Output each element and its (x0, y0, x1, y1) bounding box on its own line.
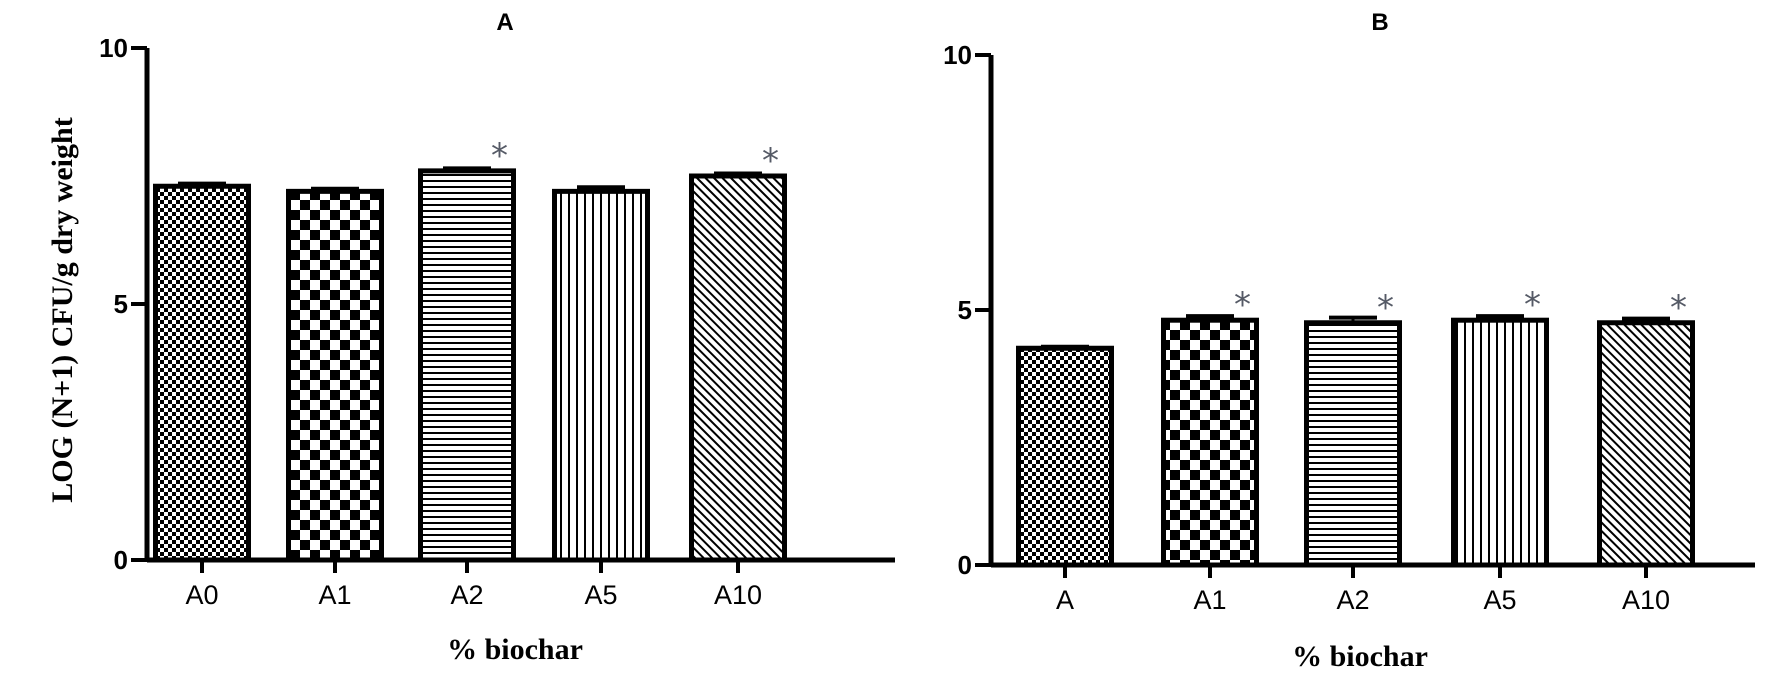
panel-b-title: B (1371, 9, 1388, 36)
panel-b-y-tick-label: 10 (943, 40, 972, 70)
panel-a-y-tick-label: 5 (114, 289, 128, 319)
panel-a-category-label: A2 (450, 580, 483, 610)
panel-a-y-tick-label: 0 (114, 545, 128, 575)
panel-b-y-tick-label: 5 (958, 295, 972, 325)
panel-b-bar (1597, 320, 1695, 568)
panel-a-title: A (496, 9, 513, 36)
panel-a-significance-marker: * (762, 141, 779, 181)
panel-a-marks: 0 5 10 A0 A1 A2 * A5 A10 * (99, 33, 787, 610)
panel-b-bar (1016, 345, 1114, 568)
panel-b-category-label: A (1056, 585, 1074, 615)
panel-b-bar (1161, 317, 1259, 568)
panel-b-bar (1451, 317, 1549, 568)
panel-b-x-label: % biochar (1292, 640, 1428, 673)
panel-a-significance-marker: * (491, 136, 508, 176)
panel-b-significance-marker: * (1670, 288, 1687, 328)
panel-b-marks: 0 5 10 A A1 * A2 * A5 * A10 * (943, 40, 1695, 615)
panel-a-category-label: A10 (714, 580, 762, 610)
panel-a: A 0 5 10 A0 A1 A2 * A5 A10 * % biochar LOG (N+1) … (46, 9, 895, 666)
panel-a-bar (418, 168, 516, 563)
panel-b-bar (1304, 320, 1402, 568)
panel-b-significance-marker: * (1377, 288, 1394, 328)
panel-a-y-label: LOG (N+1) CFU/g dry weight (46, 117, 79, 502)
panel-b-category-label: A5 (1483, 585, 1516, 615)
panel-b-category-label: A2 (1336, 585, 1369, 615)
panel-a-y-tick-label: 10 (99, 33, 128, 63)
panel-b-significance-marker: * (1234, 285, 1251, 325)
panel-a-bar (552, 188, 650, 563)
panel-a-bar (153, 183, 251, 563)
panel-a-x-label: % biochar (447, 633, 583, 666)
panel-b-significance-marker: * (1524, 285, 1541, 325)
panel-a-bar (286, 188, 384, 563)
panel-b-category-label: A10 (1622, 585, 1670, 615)
panel-b: B 0 5 10 A A1 * A2 * A5 * A10 * % biochar (943, 9, 1755, 673)
panel-b-y-tick-label: 0 (958, 550, 972, 580)
panel-b-category-label: A1 (1193, 585, 1226, 615)
panel-a-category-label: A0 (185, 580, 218, 610)
panel-a-category-label: A5 (584, 580, 617, 610)
panel-a-category-label: A1 (318, 580, 351, 610)
panel-a-bar (689, 173, 787, 563)
